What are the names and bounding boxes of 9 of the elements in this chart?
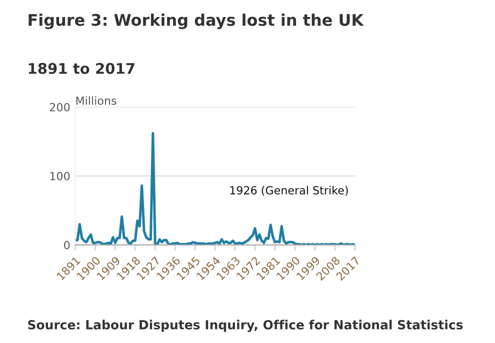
y-tick-label: 100 — [50, 172, 70, 180]
chart-title: Figure 3: Working days lost in the UK — [28, 14, 364, 30]
line-series — [75, 132, 355, 245]
y-tick-label: 0 — [64, 240, 70, 250]
annotation: 1926 (General Strike) — [230, 186, 348, 196]
y-axis-title: Millions — [76, 96, 116, 105]
y-tick-label: 200 — [50, 102, 70, 112]
chart-subtitle: 1891 to 2017 — [28, 62, 134, 74]
source-note: Source: Labour Disputes Inquiry, Office for National Statistics — [28, 320, 463, 332]
